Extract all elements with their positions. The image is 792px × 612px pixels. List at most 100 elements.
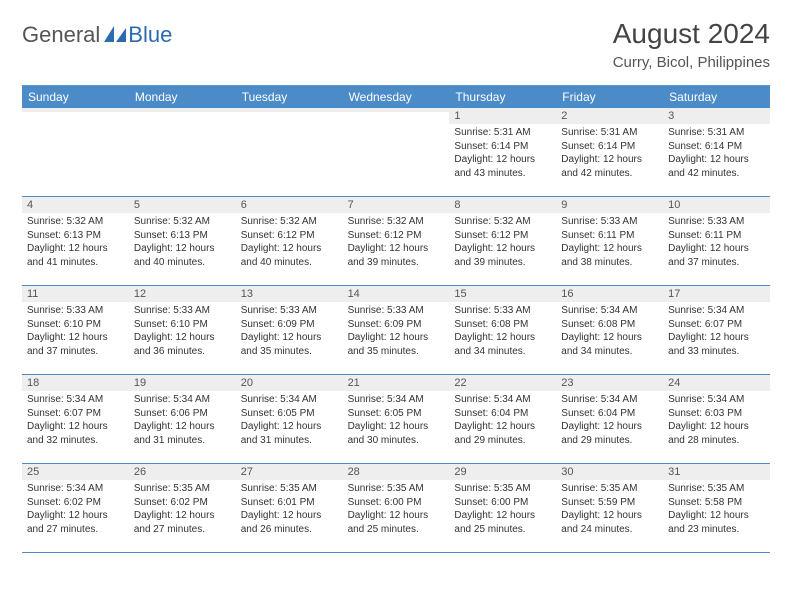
day-details: Sunrise: 5:34 AMSunset: 6:05 PMDaylight:… [241, 393, 338, 447]
sunrise-text: Sunrise: 5:34 AM [561, 304, 658, 318]
month-year: August 2024 [613, 18, 770, 50]
weekday-header: Sunday [22, 86, 129, 108]
day-cell [236, 108, 343, 196]
day-number: 14 [343, 286, 450, 302]
sunset-text: Sunset: 6:01 PM [241, 496, 338, 510]
day-cell [22, 108, 129, 196]
day-details: Sunrise: 5:31 AMSunset: 6:14 PMDaylight:… [668, 126, 765, 180]
daylight-text: Daylight: 12 hours and 35 minutes. [348, 331, 445, 358]
title-block: August 2024 Curry, Bicol, Philippines [613, 18, 770, 71]
sunset-text: Sunset: 6:11 PM [668, 229, 765, 243]
logo: General Blue [22, 22, 172, 48]
day-cell: 12Sunrise: 5:33 AMSunset: 6:10 PMDayligh… [129, 286, 236, 374]
daylight-text: Daylight: 12 hours and 37 minutes. [668, 242, 765, 269]
sunset-text: Sunset: 6:03 PM [668, 407, 765, 421]
day-details: Sunrise: 5:33 AMSunset: 6:11 PMDaylight:… [668, 215, 765, 269]
day-number: 23 [556, 375, 663, 391]
day-cell: 4Sunrise: 5:32 AMSunset: 6:13 PMDaylight… [22, 197, 129, 285]
day-number: 13 [236, 286, 343, 302]
week-row: 18Sunrise: 5:34 AMSunset: 6:07 PMDayligh… [22, 375, 770, 464]
daylight-text: Daylight: 12 hours and 41 minutes. [27, 242, 124, 269]
sunset-text: Sunset: 5:58 PM [668, 496, 765, 510]
sunset-text: Sunset: 6:02 PM [27, 496, 124, 510]
day-cell: 31Sunrise: 5:35 AMSunset: 5:58 PMDayligh… [663, 464, 770, 552]
day-details: Sunrise: 5:34 AMSunset: 6:04 PMDaylight:… [454, 393, 551, 447]
day-number: 12 [129, 286, 236, 302]
sunrise-text: Sunrise: 5:34 AM [348, 393, 445, 407]
week-row: 25Sunrise: 5:34 AMSunset: 6:02 PMDayligh… [22, 464, 770, 553]
sunset-text: Sunset: 6:04 PM [561, 407, 658, 421]
sunrise-text: Sunrise: 5:33 AM [561, 215, 658, 229]
daylight-text: Daylight: 12 hours and 25 minutes. [348, 509, 445, 536]
day-details: Sunrise: 5:34 AMSunset: 6:02 PMDaylight:… [27, 482, 124, 536]
weekday-header: Tuesday [236, 86, 343, 108]
day-details: Sunrise: 5:31 AMSunset: 6:14 PMDaylight:… [561, 126, 658, 180]
day-details: Sunrise: 5:35 AMSunset: 6:00 PMDaylight:… [348, 482, 445, 536]
day-number: 11 [22, 286, 129, 302]
day-number: 9 [556, 197, 663, 213]
sunrise-text: Sunrise: 5:34 AM [561, 393, 658, 407]
logo-sail-icon [104, 26, 126, 42]
day-cell: 8Sunrise: 5:32 AMSunset: 6:12 PMDaylight… [449, 197, 556, 285]
day-number: 3 [663, 108, 770, 124]
weekday-header-row: Sunday Monday Tuesday Wednesday Thursday… [22, 86, 770, 108]
sunset-text: Sunset: 6:08 PM [561, 318, 658, 332]
day-number: 15 [449, 286, 556, 302]
day-details: Sunrise: 5:34 AMSunset: 6:07 PMDaylight:… [668, 304, 765, 358]
day-details: Sunrise: 5:32 AMSunset: 6:12 PMDaylight:… [241, 215, 338, 269]
day-number: 29 [449, 464, 556, 480]
daylight-text: Daylight: 12 hours and 27 minutes. [134, 509, 231, 536]
sunrise-text: Sunrise: 5:32 AM [348, 215, 445, 229]
daylight-text: Daylight: 12 hours and 33 minutes. [668, 331, 765, 358]
day-number: 28 [343, 464, 450, 480]
day-number: 4 [22, 197, 129, 213]
calendar: Sunday Monday Tuesday Wednesday Thursday… [22, 85, 770, 553]
day-number: 10 [663, 197, 770, 213]
day-cell: 14Sunrise: 5:33 AMSunset: 6:09 PMDayligh… [343, 286, 450, 374]
day-cell: 9 Sunrise: 5:33 AMSunset: 6:11 PMDaylight… [556, 197, 663, 285]
sunrise-text: Sunrise: 5:34 AM [134, 393, 231, 407]
logo-text-blue: Blue [128, 22, 172, 48]
day-number: 6 [236, 197, 343, 213]
sunset-text: Sunset: 5:59 PM [561, 496, 658, 510]
day-cell: 22Sunrise: 5:34 AMSunset: 6:04 PMDayligh… [449, 375, 556, 463]
sunrise-text: Sunrise: 5:32 AM [241, 215, 338, 229]
daylight-text: Daylight: 12 hours and 39 minutes. [454, 242, 551, 269]
sunrise-text: Sunrise: 5:35 AM [241, 482, 338, 496]
day-details: Sunrise: 5:34 AMSunset: 6:08 PMDaylight:… [561, 304, 658, 358]
day-number: 20 [236, 375, 343, 391]
day-number [343, 108, 450, 112]
daylight-text: Daylight: 12 hours and 29 minutes. [454, 420, 551, 447]
day-cell: 21Sunrise: 5:34 AMSunset: 6:05 PMDayligh… [343, 375, 450, 463]
daylight-text: Daylight: 12 hours and 39 minutes. [348, 242, 445, 269]
day-details: Sunrise: 5:35 AMSunset: 6:00 PMDaylight:… [454, 482, 551, 536]
sunset-text: Sunset: 6:02 PM [134, 496, 231, 510]
day-number: 30 [556, 464, 663, 480]
sunrise-text: Sunrise: 5:31 AM [668, 126, 765, 140]
location: Curry, Bicol, Philippines [613, 54, 770, 71]
day-number: 24 [663, 375, 770, 391]
day-details: Sunrise: 5:33 AMSunset: 6:11 PMDaylight:… [561, 215, 658, 269]
sunrise-text: Sunrise: 5:34 AM [27, 393, 124, 407]
daylight-text: Daylight: 12 hours and 35 minutes. [241, 331, 338, 358]
daylight-text: Daylight: 12 hours and 31 minutes. [134, 420, 231, 447]
sunset-text: Sunset: 6:05 PM [348, 407, 445, 421]
day-number: 16 [556, 286, 663, 302]
daylight-text: Daylight: 12 hours and 34 minutes. [454, 331, 551, 358]
day-details: Sunrise: 5:33 AMSunset: 6:08 PMDaylight:… [454, 304, 551, 358]
sunrise-text: Sunrise: 5:31 AM [454, 126, 551, 140]
sunset-text: Sunset: 6:14 PM [454, 140, 551, 154]
day-number: 31 [663, 464, 770, 480]
day-details: Sunrise: 5:33 AMSunset: 6:10 PMDaylight:… [27, 304, 124, 358]
day-number: 8 [449, 197, 556, 213]
daylight-text: Daylight: 12 hours and 29 minutes. [561, 420, 658, 447]
day-cell: 7Sunrise: 5:32 AMSunset: 6:12 PMDaylight… [343, 197, 450, 285]
day-details: Sunrise: 5:35 AMSunset: 5:59 PMDaylight:… [561, 482, 658, 536]
day-details: Sunrise: 5:34 AMSunset: 6:07 PMDaylight:… [27, 393, 124, 447]
day-details: Sunrise: 5:35 AMSunset: 6:02 PMDaylight:… [134, 482, 231, 536]
day-cell: 17Sunrise: 5:34 AMSunset: 6:07 PMDayligh… [663, 286, 770, 374]
daylight-text: Daylight: 12 hours and 32 minutes. [27, 420, 124, 447]
day-cell: 23 Sunrise: 5:34 AMSunset: 6:04 PMDayligh… [556, 375, 663, 463]
sunrise-text: Sunrise: 5:35 AM [561, 482, 658, 496]
sunrise-text: Sunrise: 5:33 AM [348, 304, 445, 318]
